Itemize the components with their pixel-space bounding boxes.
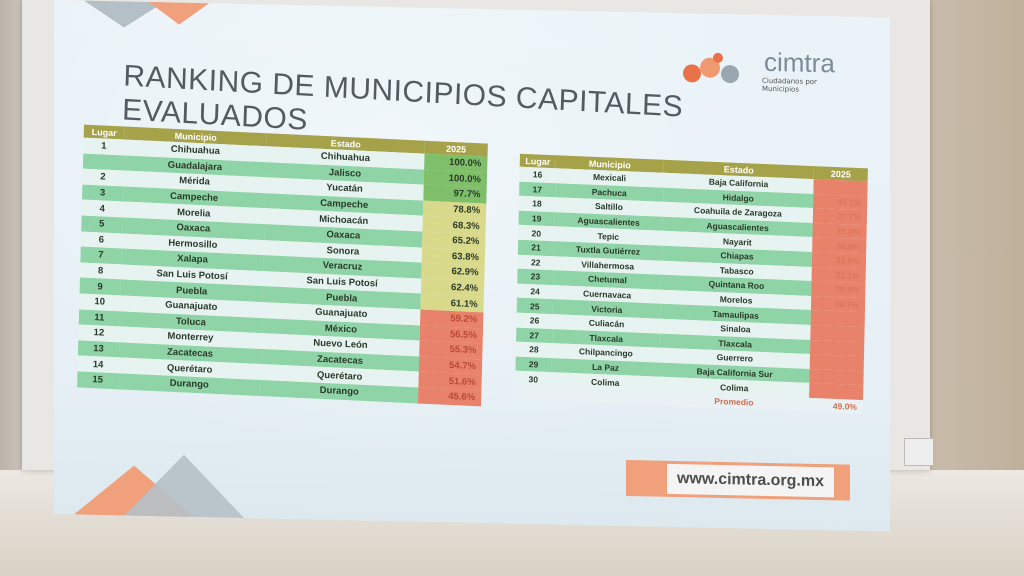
ranking-table-left: Lugar Municipio Estado 2025 1 Chihuahua Ch…: [77, 124, 488, 406]
cell-lugar: 22: [517, 254, 554, 271]
website-banner: www.cimtra.org.mx: [626, 459, 850, 501]
cell-lugar: 4: [81, 199, 123, 218]
cell-lugar: 26: [516, 312, 553, 329]
cell-lugar: 3: [82, 184, 124, 202]
logo-subtitle: Ciudadanos por Municipios: [762, 76, 817, 94]
average-empty: [514, 385, 552, 402]
cell-lugar: 11: [78, 308, 120, 327]
presentation-slide: cimtra Ciudadanos por Municipios RANKING…: [54, 0, 890, 532]
cell-lugar: 15: [77, 371, 119, 389]
cell-lugar: 30: [515, 370, 552, 388]
wall-switch: [904, 438, 934, 466]
cell-valor: 45.6%: [417, 387, 482, 406]
cell-lugar: [82, 153, 124, 171]
cell-lugar: 27: [516, 327, 553, 344]
cell-lugar: 8: [79, 262, 122, 280]
cell-lugar: 25: [516, 298, 553, 315]
logo-mark-icon: [680, 49, 750, 90]
cell-lugar: 12: [78, 324, 120, 343]
cell-lugar: 5: [81, 215, 123, 234]
average-value: 49.0%: [808, 397, 864, 415]
cell-lugar: 2: [82, 168, 124, 187]
website-url: www.cimtra.org.mx: [667, 463, 834, 498]
decor-triangle: [124, 453, 244, 518]
cell-lugar: 24: [516, 283, 554, 300]
cell-lugar: 1: [83, 137, 125, 156]
cell-lugar: 21: [517, 239, 555, 256]
cell-lugar: 20: [518, 225, 555, 242]
cell-lugar: 10: [79, 293, 121, 311]
logo-text: cimtra: [764, 46, 835, 79]
cell-lugar: 19: [518, 210, 555, 227]
cimtra-logo: cimtra Ciudadanos por Municipios: [680, 45, 850, 95]
cell-lugar: 29: [515, 356, 552, 373]
decor-triangle: [149, 1, 209, 26]
cell-lugar: 17: [519, 181, 556, 198]
cell-lugar: 23: [517, 268, 554, 285]
cell-lugar: 9: [79, 277, 121, 296]
cell-lugar: 28: [515, 341, 553, 358]
cell-lugar: 13: [77, 340, 120, 358]
ranking-table-right: Lugar Municipio Estado 2025 16 Mexicali Ba…: [514, 153, 868, 415]
cell-lugar: 18: [518, 195, 556, 213]
cell-lugar: 14: [77, 355, 119, 374]
cell-lugar: 16: [519, 166, 556, 183]
